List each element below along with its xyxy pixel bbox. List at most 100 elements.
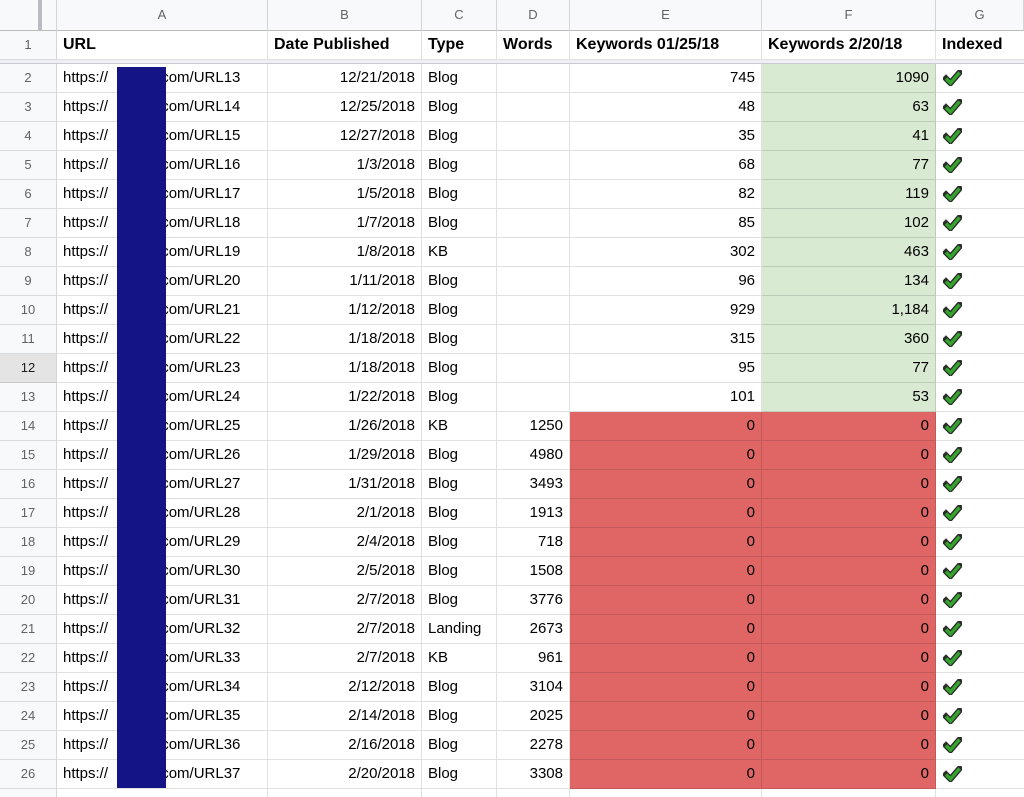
keywords2-cell[interactable]: 360 — [762, 325, 936, 354]
keywords1-cell[interactable]: 85 — [570, 209, 762, 238]
header-cell-keywords-1[interactable]: Keywords 01/25/18 — [570, 31, 762, 60]
keywords2-cell[interactable]: 0 — [762, 528, 936, 557]
words-cell[interactable]: 718 — [497, 528, 570, 557]
keywords1-cell[interactable]: 0 — [570, 499, 762, 528]
row-number[interactable]: 21 — [0, 615, 57, 644]
type-cell[interactable]: Blog — [422, 267, 497, 296]
row-number[interactable]: 4 — [0, 122, 57, 151]
indexed-cell[interactable] — [936, 499, 1024, 528]
words-cell[interactable]: 3104 — [497, 673, 570, 702]
indexed-cell[interactable] — [936, 760, 1024, 789]
type-cell[interactable]: Blog — [422, 760, 497, 789]
row-number[interactable]: 13 — [0, 383, 57, 412]
keywords2-cell[interactable]: 0 — [762, 499, 936, 528]
keywords2-cell[interactable]: 0 — [762, 557, 936, 586]
row-number[interactable]: 23 — [0, 673, 57, 702]
header-cell-type[interactable]: Type — [422, 31, 497, 60]
keywords2-cell[interactable]: 41 — [762, 122, 936, 151]
type-cell[interactable]: Blog — [422, 354, 497, 383]
date-cell[interactable]: 12/21/2018 — [268, 64, 422, 93]
keywords2-cell[interactable]: 0 — [762, 470, 936, 499]
words-cell[interactable]: 961 — [497, 644, 570, 673]
indexed-cell[interactable] — [936, 267, 1024, 296]
row-number[interactable]: 10 — [0, 296, 57, 325]
indexed-cell[interactable] — [936, 644, 1024, 673]
type-cell[interactable]: Blog — [422, 470, 497, 499]
indexed-cell[interactable] — [936, 557, 1024, 586]
words-cell[interactable]: 3308 — [497, 760, 570, 789]
row-number[interactable]: 7 — [0, 209, 57, 238]
words-cell[interactable]: 1250 — [497, 412, 570, 441]
row-number[interactable]: 20 — [0, 586, 57, 615]
type-cell[interactable]: Blog — [422, 441, 497, 470]
row-number[interactable]: 11 — [0, 325, 57, 354]
column-header-G[interactable]: G — [936, 0, 1024, 31]
row-number[interactable]: 22 — [0, 644, 57, 673]
date-cell[interactable]: 1/11/2018 — [268, 267, 422, 296]
header-cell-keywords-2[interactable]: Keywords 2/20/18 — [762, 31, 936, 60]
indexed-cell[interactable] — [936, 615, 1024, 644]
words-cell[interactable]: 1508 — [497, 557, 570, 586]
indexed-cell[interactable] — [936, 412, 1024, 441]
keywords1-cell[interactable]: 0 — [570, 470, 762, 499]
keywords2-cell[interactable]: 0 — [762, 760, 936, 789]
words-cell[interactable] — [497, 122, 570, 151]
type-cell[interactable]: KB — [422, 238, 497, 267]
date-cell[interactable]: 2/7/2018 — [268, 644, 422, 673]
keywords2-cell[interactable]: 0 — [762, 615, 936, 644]
indexed-cell[interactable] — [936, 151, 1024, 180]
type-cell[interactable]: Landing — [422, 615, 497, 644]
keywords1-cell[interactable]: 0 — [570, 412, 762, 441]
date-cell[interactable]: 2/12/2018 — [268, 673, 422, 702]
indexed-cell[interactable] — [936, 209, 1024, 238]
row-number[interactable]: 16 — [0, 470, 57, 499]
row-number[interactable]: 9 — [0, 267, 57, 296]
keywords2-cell[interactable]: 102 — [762, 209, 936, 238]
indexed-cell[interactable] — [936, 470, 1024, 499]
words-cell[interactable]: 3776 — [497, 586, 570, 615]
keywords2-cell[interactable]: 77 — [762, 151, 936, 180]
keywords1-cell[interactable]: 0 — [570, 760, 762, 789]
keywords2-cell[interactable]: 63 — [762, 93, 936, 122]
column-header-F[interactable]: F — [762, 0, 936, 31]
indexed-cell[interactable] — [936, 325, 1024, 354]
type-cell[interactable]: Blog — [422, 93, 497, 122]
indexed-cell[interactable] — [936, 731, 1024, 760]
keywords2-cell[interactable]: 0 — [762, 412, 936, 441]
words-cell[interactable] — [497, 180, 570, 209]
keywords1-cell[interactable]: 0 — [570, 702, 762, 731]
keywords1-cell[interactable]: 0 — [570, 557, 762, 586]
header-cell-url[interactable]: URL — [57, 31, 268, 60]
keywords1-cell[interactable]: 82 — [570, 180, 762, 209]
row-number[interactable]: 17 — [0, 499, 57, 528]
type-cell[interactable]: Blog — [422, 586, 497, 615]
keywords1-cell[interactable]: 0 — [570, 528, 762, 557]
row-number[interactable]: 26 — [0, 760, 57, 789]
words-cell[interactable] — [497, 238, 570, 267]
date-cell[interactable]: 12/27/2018 — [268, 122, 422, 151]
keywords1-cell[interactable]: 0 — [570, 731, 762, 760]
header-cell-date-published[interactable]: Date Published — [268, 31, 422, 60]
keywords2-cell[interactable]: 77 — [762, 354, 936, 383]
type-cell[interactable]: Blog — [422, 557, 497, 586]
date-cell[interactable]: 1/22/2018 — [268, 383, 422, 412]
words-cell[interactable]: 2673 — [497, 615, 570, 644]
column-header-C[interactable]: C — [422, 0, 497, 31]
indexed-cell[interactable] — [936, 702, 1024, 731]
type-cell[interactable]: Blog — [422, 296, 497, 325]
date-cell[interactable]: 1/7/2018 — [268, 209, 422, 238]
row-number[interactable]: 25 — [0, 731, 57, 760]
keywords1-cell[interactable]: 302 — [570, 238, 762, 267]
date-cell[interactable]: 1/31/2018 — [268, 470, 422, 499]
keywords1-cell[interactable]: 929 — [570, 296, 762, 325]
words-cell[interactable]: 3493 — [497, 470, 570, 499]
column-header-A[interactable]: A — [57, 0, 268, 31]
type-cell[interactable]: Blog — [422, 673, 497, 702]
date-cell[interactable]: 1/12/2018 — [268, 296, 422, 325]
date-cell[interactable]: 2/14/2018 — [268, 702, 422, 731]
type-cell[interactable]: Blog — [422, 151, 497, 180]
keywords1-cell[interactable]: 101 — [570, 383, 762, 412]
date-cell[interactable]: 1/18/2018 — [268, 325, 422, 354]
words-cell[interactable] — [497, 296, 570, 325]
words-cell[interactable] — [497, 64, 570, 93]
